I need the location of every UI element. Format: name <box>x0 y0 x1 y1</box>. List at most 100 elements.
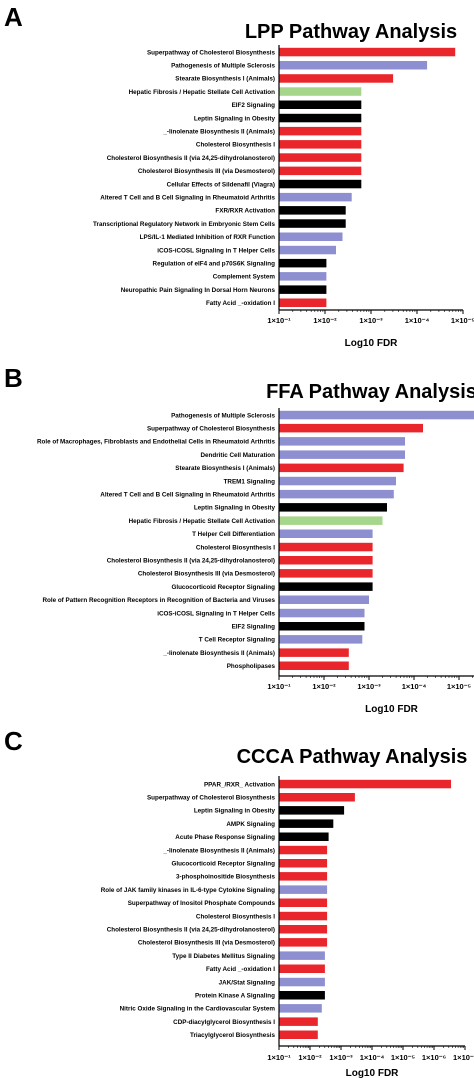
panel-letter: B <box>4 363 23 393</box>
bar <box>279 793 355 802</box>
bar <box>279 938 328 947</box>
category-label: Complement System <box>213 274 276 281</box>
category-label: EIF2 Signaling <box>232 624 276 631</box>
category-label: Neuropathic Pain Signaling In Dorsal Hor… <box>121 287 276 294</box>
chart-title: CCCA Pathway Analysis <box>237 746 468 768</box>
bar <box>279 569 373 578</box>
category-label: Acute Phase Response Signaling <box>175 834 275 841</box>
category-label: T Cell Receptor Signaling <box>199 637 275 644</box>
category-label: Cholesterol Biosynthesis I <box>196 913 275 920</box>
bar <box>279 608 365 618</box>
category-label: AMPK Signaling <box>226 821 275 828</box>
bar <box>279 661 349 670</box>
category-label: Pathogenesis of Multiple Sclerosis <box>171 412 275 419</box>
category-label: Superpathway of Cholesterol Biosynthesis <box>147 49 276 56</box>
category-label: Cholesterol Biosynthesis III (via Desmos… <box>138 940 275 947</box>
bar <box>279 463 404 473</box>
panel-letter: A <box>4 2 23 32</box>
bar <box>279 245 336 255</box>
bar <box>279 126 362 136</box>
category-label: Cholesterol Biosynthesis II (via 24,25-d… <box>107 558 275 565</box>
x-tick-label: 1×10⁻⁴ <box>360 1053 385 1062</box>
bar <box>279 476 396 486</box>
category-label: PPAR_/RXR_ Activation <box>204 781 275 788</box>
bar <box>279 113 362 123</box>
x-tick-label: 1×10⁻² <box>298 1053 322 1062</box>
category-label: _-linolenate Biosynthesis II (Animals) <box>162 129 275 136</box>
x-tick-label: 1×10⁻¹ <box>267 1053 291 1062</box>
bar <box>279 192 352 202</box>
x-tick-label: 1×10⁻⁵ <box>447 682 472 691</box>
chart-title: FFA Pathway Analysis <box>266 381 474 403</box>
bar <box>279 806 345 815</box>
category-label: Phospholipases <box>227 663 276 670</box>
category-label: Superpathway of Cholesterol Biosynthesis <box>147 426 276 433</box>
category-label: _-linolenate Biosynthesis II (Animals) <box>162 847 275 854</box>
bar <box>279 166 362 176</box>
category-label: Hepatic Fibrosis / Hepatic Stellate Cell… <box>129 518 276 525</box>
bar <box>279 423 423 433</box>
bar <box>279 925 328 934</box>
category-label: JAK/Stat Signaling <box>219 979 275 986</box>
category-label: Transcriptional Regulatory Network in Em… <box>93 221 275 228</box>
bar <box>279 503 387 512</box>
bar <box>279 516 383 525</box>
category-label: Superpathway of Inositol Phosphate Compo… <box>128 900 276 907</box>
category-label: Altered T Cell and B Cell Signaling in R… <box>100 195 275 202</box>
x-tick-label: 1×10⁻⁵ <box>391 1053 416 1062</box>
bar <box>279 951 325 960</box>
category-label: Cholesterol Biosynthesis II (via 24,25-d… <box>107 927 275 934</box>
bar <box>279 911 328 921</box>
x-tick-label: 1×10⁻² <box>313 316 337 325</box>
bar <box>279 285 327 294</box>
category-label: 3-phosphoinositide Biosynthesis <box>176 874 276 881</box>
x-tick-label: 1×10⁻⁷ <box>453 1053 474 1062</box>
bar <box>279 232 343 241</box>
category-label: Role of JAK family kinases in IL-6-type … <box>101 887 275 894</box>
category-label: Altered T Cell and B Cell Signaling in R… <box>100 492 275 499</box>
x-tick-label: 1×10⁻² <box>312 682 336 691</box>
category-label: Cholesterol Biosynthesis I <box>196 544 275 551</box>
category-label: Regulation of eIF4 and p70S6K Signaling <box>153 261 276 268</box>
bar <box>279 582 373 591</box>
category-label: Role of Macrophages, Fibroblasts and End… <box>37 439 276 446</box>
bar <box>279 87 362 96</box>
bar <box>279 845 328 855</box>
bar <box>279 622 365 631</box>
x-axis-title: Log10 FDR <box>346 1068 400 1078</box>
bar <box>279 991 325 1000</box>
category-label: Role of Pattern Recognition Receptors in… <box>42 597 275 604</box>
bar <box>279 648 349 657</box>
bar <box>279 542 373 552</box>
bar <box>279 206 346 215</box>
bar <box>279 832 329 841</box>
panel-letter: C <box>4 726 23 756</box>
x-tick-label: 1×10⁻⁴ <box>402 682 427 691</box>
category-label: Cellular Effects of Sildenafil (Viagra) <box>167 181 275 188</box>
bar <box>279 100 362 109</box>
bar <box>279 529 373 538</box>
bar <box>279 977 325 987</box>
bar <box>279 74 394 83</box>
bar <box>279 635 363 644</box>
bar <box>279 140 362 149</box>
category-label: Cholesterol Biosynthesis III (via Desmos… <box>138 571 275 578</box>
bar <box>279 859 328 868</box>
category-label: T Helper Cell Differentiation <box>192 531 275 538</box>
category-label: Type II Diabetes Mellitus Signaling <box>172 953 275 960</box>
bar <box>279 298 327 307</box>
bar <box>279 595 369 604</box>
bar <box>279 179 362 189</box>
bar <box>279 964 325 973</box>
category-label: Fatty Acid _-oxidation I <box>206 966 275 973</box>
category-label: Glucocorticoid Receptor Signaling <box>171 584 275 591</box>
x-tick-label: 1×10⁻¹ <box>267 316 291 325</box>
x-axis-title: Log10 FDR <box>365 704 419 715</box>
category-label: Stearate Biosynthesis I (Animals) <box>175 465 275 472</box>
category-label: Fatty Acid _-oxidation I <box>206 300 275 307</box>
bar <box>279 489 394 499</box>
chart-title: LPP Pathway Analysis <box>245 21 457 43</box>
bar <box>279 219 346 228</box>
bar <box>279 779 451 789</box>
